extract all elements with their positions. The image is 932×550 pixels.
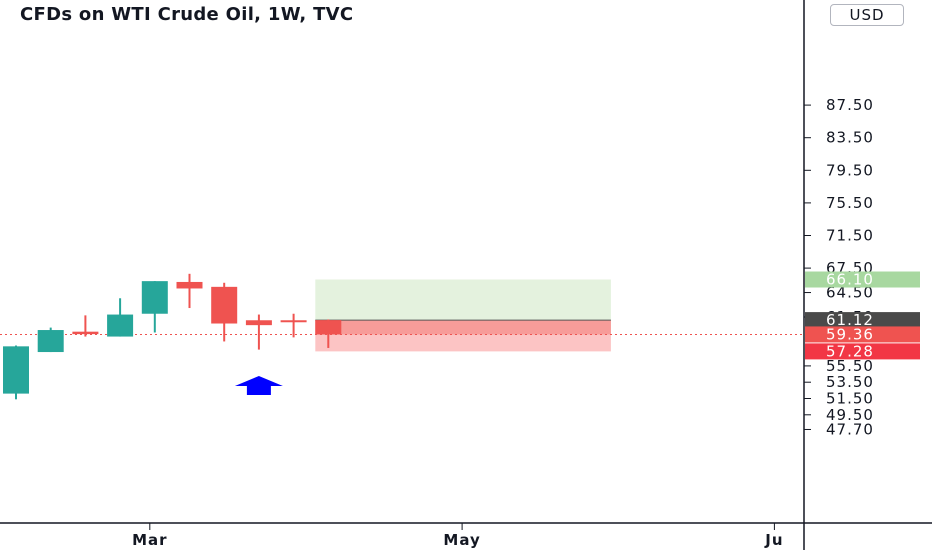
- price-badge-bg: [805, 312, 920, 329]
- price-badge-bg: [805, 271, 920, 288]
- price-tick-label: 87.50: [826, 96, 874, 114]
- candle-body: [3, 346, 29, 394]
- time-tick-label: Ju: [764, 531, 783, 549]
- candle-body: [37, 330, 64, 353]
- price-badge-label: 61.12: [826, 311, 874, 329]
- candle: [37, 327, 64, 353]
- candle: [72, 315, 99, 337]
- loss-zone-active: [315, 320, 611, 335]
- price-badge: 61.12: [805, 311, 920, 329]
- price-tick-label: 49.50: [826, 406, 874, 424]
- price-badge-bg: [805, 326, 920, 343]
- candle: [107, 298, 134, 337]
- time-axis: Mar May Ju: [0, 522, 932, 549]
- candle-body: [141, 281, 168, 314]
- time-tick-label: Mar: [132, 531, 167, 549]
- candle-body: [245, 320, 272, 326]
- price-tick-label: 75.50: [826, 194, 874, 212]
- price-tick-label: 51.50: [826, 390, 874, 408]
- price-tick-label: 53.50: [826, 373, 874, 391]
- candle: [280, 313, 307, 338]
- time-tick-label: May: [443, 531, 480, 549]
- candles: [3, 273, 342, 400]
- candle: [176, 273, 203, 309]
- candle-body: [72, 331, 99, 335]
- price-badge-label: 57.28: [826, 342, 874, 360]
- candle-body: [211, 286, 238, 324]
- candle: [211, 282, 238, 342]
- profit-zone: [315, 279, 611, 321]
- price-tick-label: 79.50: [826, 161, 874, 179]
- candle-body: [315, 320, 342, 335]
- price-tick-label: 47.70: [826, 420, 874, 438]
- price-badge: 66.10: [805, 271, 920, 289]
- candle: [315, 319, 342, 348]
- price-tick-label: 83.50: [826, 129, 874, 147]
- candle: [3, 345, 29, 400]
- price-tick-label: 64.50: [826, 284, 874, 302]
- candle-body: [280, 320, 307, 323]
- price-badge: 59.36: [805, 325, 920, 343]
- candle-body: [107, 314, 134, 337]
- candle-body: [176, 281, 203, 289]
- chart-title: CFDs on WTI Crude Oil, 1W, TVC: [20, 4, 354, 25]
- price-badge-bg: [805, 343, 920, 360]
- price-badge-label: 66.10: [826, 271, 874, 289]
- price-badge-label: 59.36: [826, 325, 874, 343]
- position-zones: [315, 279, 611, 352]
- price-tick-label: 55.50: [826, 357, 874, 375]
- price-tick-label: 71.50: [826, 227, 874, 245]
- price-badge: 57.28: [805, 342, 920, 360]
- currency-selector[interactable]: USD: [830, 4, 904, 26]
- annotation-layer: [234, 376, 283, 395]
- candle: [141, 281, 168, 333]
- up-arrow-icon: [234, 376, 283, 395]
- candle: [245, 314, 272, 350]
